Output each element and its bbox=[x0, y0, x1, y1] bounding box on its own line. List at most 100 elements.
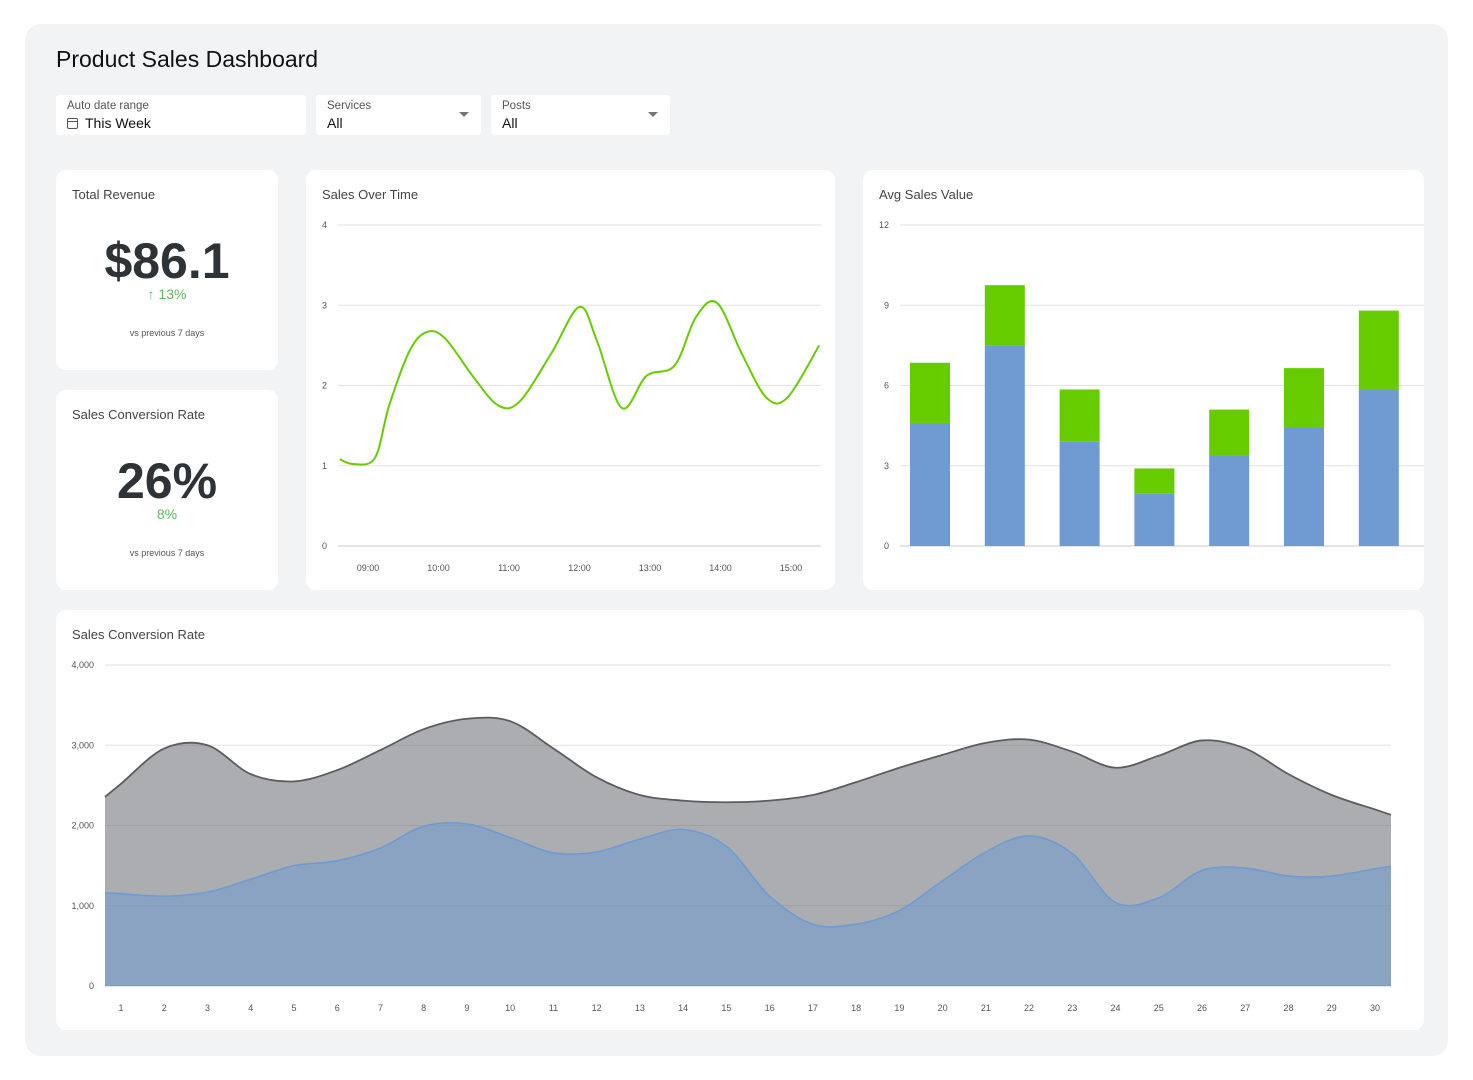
bar-segment-green bbox=[1358, 310, 1399, 390]
posts-label: Posts bbox=[502, 100, 531, 112]
y-tick-label: 4,000 bbox=[71, 660, 94, 670]
kpi-comparison: vs previous 7 days bbox=[129, 548, 205, 558]
conversion-rate-card: Sales Conversion Rate 26% 8% vs previous… bbox=[56, 390, 278, 590]
x-tick-label: 7 bbox=[378, 1003, 383, 1013]
x-tick-label: 3 bbox=[205, 1003, 210, 1013]
bar-segment-green bbox=[1284, 368, 1324, 427]
bar-segment-green bbox=[910, 362, 950, 423]
x-tick-label: 11 bbox=[549, 1003, 558, 1013]
chart-title: Avg Sales Value bbox=[879, 187, 974, 202]
bar-segment-green bbox=[984, 285, 1025, 346]
date-range-label: Auto date range bbox=[67, 100, 149, 112]
services-label: Services bbox=[327, 100, 372, 112]
x-tick-label: 4 bbox=[248, 1003, 253, 1013]
y-tick-label: 4 bbox=[322, 220, 327, 230]
x-tick-label: 10 bbox=[505, 1003, 515, 1013]
bar-segment-blue bbox=[1358, 389, 1399, 546]
date-range-text: This Week bbox=[85, 115, 151, 131]
bar-segment-blue bbox=[1059, 441, 1100, 546]
posts-value: All bbox=[502, 115, 518, 131]
y-tick-label: 0 bbox=[322, 541, 327, 551]
x-tick-label: 16 bbox=[765, 1003, 775, 1013]
x-tick-label: 8 bbox=[421, 1003, 426, 1013]
sales-over-time-card: Sales Over Time 0 1 2 3 4 09:00 10:00 11:00 12:0… bbox=[306, 170, 835, 590]
kpi-comparison: vs previous 7 days bbox=[129, 328, 205, 338]
date-range-filter[interactable]: Auto date range This Week bbox=[56, 95, 306, 135]
y-tick-label: 3 bbox=[884, 461, 889, 471]
x-tick-label: 10:00 bbox=[427, 563, 450, 573]
area-line-blue bbox=[104, 821, 1392, 928]
card-title: Total Revenue bbox=[72, 187, 156, 202]
x-tick-label: 27 bbox=[1240, 1003, 1250, 1013]
x-tick-label: 11:00 bbox=[498, 563, 520, 573]
x-tick-label: 29 bbox=[1327, 1003, 1337, 1013]
x-tick-label: 12:00 bbox=[568, 563, 591, 573]
bar-segment-green bbox=[1134, 468, 1175, 494]
avg-sales-value-card: Avg Sales Value 0 3 6 9 12 bbox=[863, 170, 1424, 590]
x-tick-label: 15:00 bbox=[780, 563, 803, 573]
x-tick-label: 14:00 bbox=[709, 563, 732, 573]
bar-segment-blue bbox=[1209, 455, 1250, 546]
y-tick-label: 2,000 bbox=[71, 821, 94, 831]
x-tick-label: 23 bbox=[1067, 1003, 1077, 1013]
x-tick-label: 13 bbox=[635, 1003, 645, 1013]
services-value: All bbox=[327, 115, 343, 131]
x-tick-label: 20 bbox=[938, 1003, 948, 1013]
x-tick-label: 21 bbox=[981, 1003, 991, 1013]
services-filter[interactable]: Services All bbox=[316, 95, 481, 135]
kpi-value: $86.1 bbox=[104, 233, 230, 289]
y-tick-label: 0 bbox=[89, 981, 94, 991]
x-tick-label: 18 bbox=[851, 1003, 861, 1013]
chevron-down-icon bbox=[459, 112, 469, 117]
x-tick-label: 15 bbox=[721, 1003, 731, 1013]
x-tick-label: 17 bbox=[808, 1003, 818, 1013]
bar-segment-green bbox=[1059, 389, 1100, 442]
kpi-delta: 8% bbox=[156, 506, 178, 522]
x-tick-label: 14 bbox=[678, 1003, 688, 1013]
kpi-delta: ↑ 13% bbox=[147, 286, 187, 302]
x-tick-label: 28 bbox=[1284, 1003, 1294, 1013]
sales-conversion-area-card: Sales Conversion Rate 0 1,000 2,000 3,000 4,… bbox=[56, 610, 1424, 1030]
posts-filter[interactable]: Posts All bbox=[491, 95, 670, 135]
bar-segment-blue bbox=[984, 345, 1025, 546]
x-tick-label: 6 bbox=[335, 1003, 340, 1013]
chart-title: Sales Conversion Rate bbox=[72, 627, 205, 642]
chart-title: Sales Over Time bbox=[322, 187, 419, 202]
sales-over-time-chart: 0 1 2 3 4 09:00 10:00 11:00 12:00 13:00 14:00 15:00 bbox=[322, 220, 821, 573]
x-tick-label: 22 bbox=[1024, 1003, 1034, 1013]
bar-segment-blue bbox=[1134, 493, 1175, 546]
date-range-value: This Week bbox=[67, 115, 151, 131]
bar-segment-blue bbox=[1284, 426, 1324, 546]
x-tick-label: 9 bbox=[464, 1003, 469, 1013]
x-tick-label: 1 bbox=[118, 1003, 123, 1013]
calendar-icon bbox=[67, 118, 78, 129]
x-tick-label: 19 bbox=[894, 1003, 904, 1013]
card-title: Sales Conversion Rate bbox=[72, 407, 205, 422]
sales-line bbox=[339, 300, 821, 466]
y-tick-label: 3 bbox=[322, 300, 327, 310]
y-tick-label: 2 bbox=[322, 381, 327, 391]
x-tick-label: 09:00 bbox=[357, 563, 380, 573]
x-tick-label: 2 bbox=[162, 1003, 167, 1013]
kpi-value: 26% bbox=[116, 453, 218, 509]
x-tick-label: 25 bbox=[1154, 1003, 1164, 1013]
area-fill-blue bbox=[105, 822, 1391, 986]
bar-segment-green bbox=[1209, 409, 1250, 456]
x-tick-label: 13:00 bbox=[639, 563, 662, 573]
chevron-down-icon bbox=[648, 112, 658, 117]
x-tick-label: 5 bbox=[291, 1003, 296, 1013]
x-tick-label: 24 bbox=[1111, 1003, 1121, 1013]
y-tick-label: 3,000 bbox=[71, 740, 94, 750]
y-tick-label: 9 bbox=[884, 300, 889, 310]
y-tick-label: 1 bbox=[322, 461, 327, 471]
avg-sales-value-chart: 0 3 6 9 12 bbox=[879, 220, 1424, 551]
total-revenue-card: Total Revenue $86.1 ↑ 13% vs previous 7 … bbox=[56, 170, 278, 370]
page-title: Product Sales Dashboard bbox=[56, 46, 319, 72]
y-tick-label: 1,000 bbox=[71, 901, 94, 911]
y-tick-label: 6 bbox=[884, 381, 889, 391]
area-line-gray bbox=[104, 716, 1392, 816]
x-tick-label: 12 bbox=[592, 1003, 602, 1013]
x-tick-label: 30 bbox=[1370, 1003, 1380, 1013]
bar-segment-blue bbox=[910, 422, 950, 546]
